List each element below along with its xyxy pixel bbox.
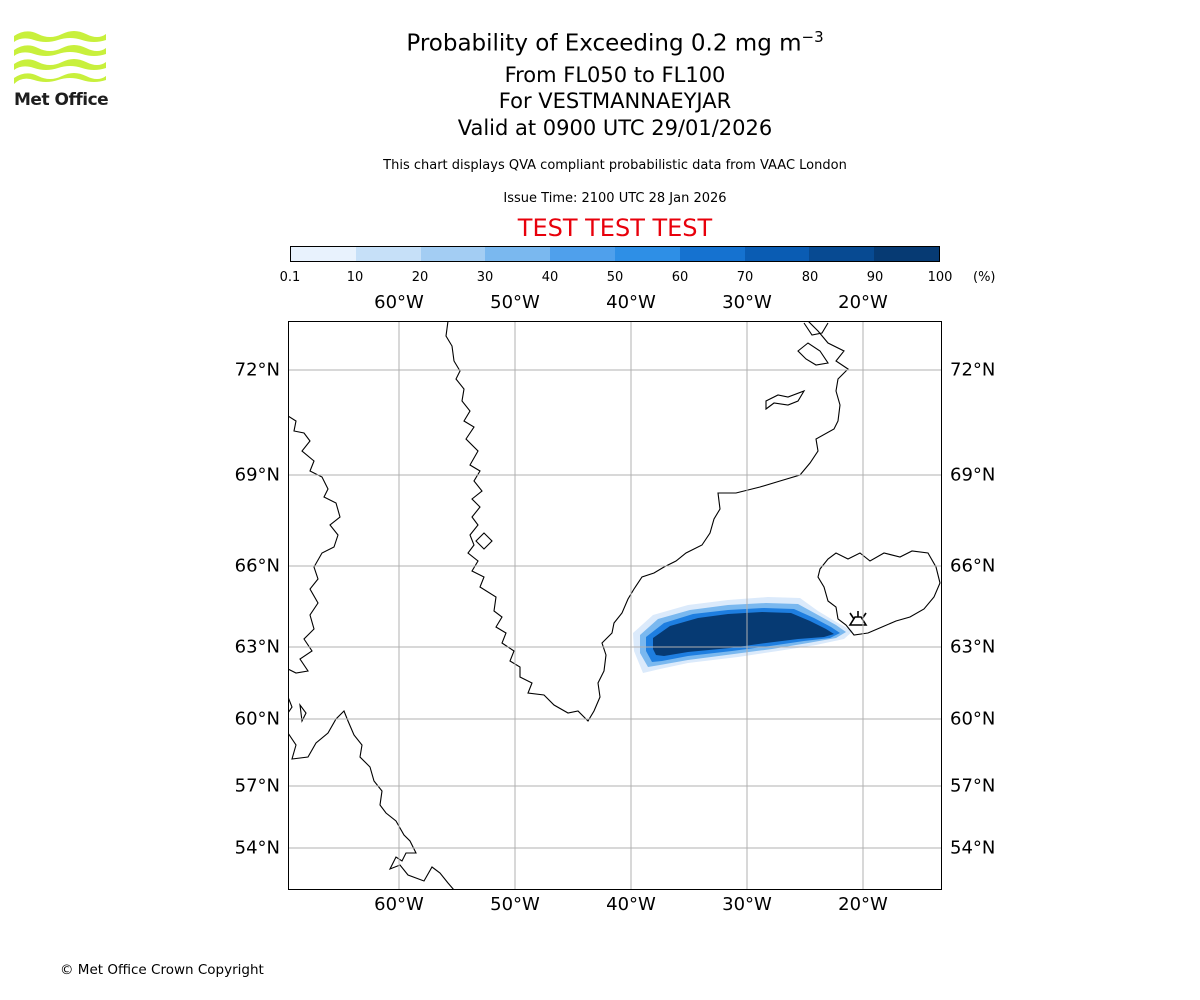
colorbar-segment [874,247,939,261]
colorbar [290,246,940,262]
location-title: For VESTMANNAEYJAR [498,89,732,113]
valid-time: Valid at 0900 UTC 29/01/2026 [457,116,773,140]
colorbar-tick-label: 20 [411,270,429,285]
latitude-label: 60°N [950,708,996,730]
colorbar-tick-label: 30 [476,270,494,285]
longitude-label: 60°W [374,894,424,915]
longitude-label: 30°W [722,292,772,313]
met-office-logo-icon [14,31,106,84]
ash-probability-plume [633,597,853,673]
colorbar-segment [809,247,875,261]
flight-level-range: From FL050 to FL100 [504,63,726,87]
latitude-label: 57°N [950,775,996,797]
colorbar-tick-label: 70 [736,270,754,285]
latitude-label: 69°N [234,464,280,486]
colorbar-tick-label: 60 [671,270,689,285]
longitude-label: 40°W [606,894,656,915]
coastlines [288,321,941,890]
latitude-label: 66°N [950,555,996,577]
colorbar-segment [550,247,615,261]
longitude-label: 30°W [722,894,772,915]
chart-title: Probability of Exceeding 0.2 mg m−3 [406,28,824,57]
latitude-label: 72°N [234,359,280,381]
longitude-label: 20°W [838,292,888,313]
colorbar-tick-label: 80 [801,270,819,285]
colorbar-tick-label: 100 [927,270,953,285]
brand-name: Met Office [14,90,109,110]
colorbar-tick-label: 10 [346,270,364,285]
colorbar-segment [355,247,421,261]
latitude-label: 60°N [234,708,280,730]
colorbar-segment [744,247,810,261]
subtitle: This chart displays QVA compliant probab… [383,158,847,173]
latitude-label: 69°N [950,464,996,486]
colorbar-tick-label: 50 [606,270,624,285]
graticule [288,321,942,890]
latitude-label: 63°N [950,636,996,658]
colorbar-tick-label: 90 [866,270,884,285]
issue-time: Issue Time: 2100 UTC 28 Jan 2026 [503,191,727,206]
longitude-label: 40°W [606,292,656,313]
longitude-label: 50°W [490,292,540,313]
colorbar-segment [485,247,551,261]
latitude-label: 72°N [950,359,996,381]
latitude-label: 66°N [234,555,280,577]
colorbar-tick-label: 0.1 [279,270,301,285]
latitude-label: 63°N [234,636,280,658]
latitude-label: 54°N [950,837,996,859]
latitude-label: 57°N [234,775,280,797]
latitude-label: 54°N [234,837,280,859]
colorbar-segment [420,247,486,261]
colorbar-segment [679,247,745,261]
colorbar-unit: (%) [973,270,996,285]
longitude-label: 50°W [490,894,540,915]
copyright: © Met Office Crown Copyright [60,962,264,978]
colorbar-segment [614,247,680,261]
longitude-label: 20°W [838,894,888,915]
colorbar-tick-label: 40 [541,270,559,285]
test-banner: TEST TEST TEST [517,214,713,242]
colorbar-segment [291,247,356,261]
map-plot [288,321,942,890]
longitude-label: 60°W [374,292,424,313]
